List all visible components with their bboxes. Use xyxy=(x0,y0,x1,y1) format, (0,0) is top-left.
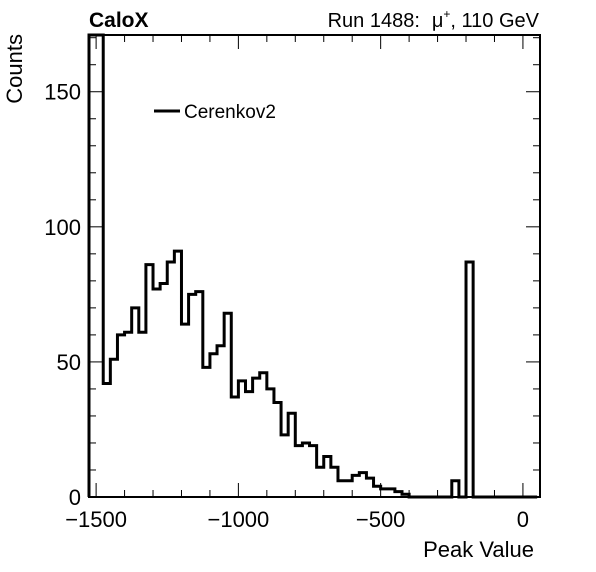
particle-charge: + xyxy=(443,7,450,21)
legend-label-cerenkov2: Cerenkov2 xyxy=(184,102,276,123)
plot-frame xyxy=(88,34,541,498)
x-tick-label: −1000 xyxy=(207,507,269,532)
histogram-series-cerenkov2 xyxy=(87,33,538,499)
y-tick-label: 0 xyxy=(69,485,81,510)
axis-tick-labels: −1500 −1000 −500 0 0 50 100 150 xyxy=(44,80,529,532)
x-tick-label: −500 xyxy=(356,507,406,532)
y-tick-label: 50 xyxy=(57,350,81,375)
beam-energy: , 110 GeV xyxy=(450,10,539,32)
y-axis-label: Counts xyxy=(2,34,27,104)
y-tick-label: 100 xyxy=(44,215,81,240)
x-axis-label: Peak Value xyxy=(423,537,534,562)
x-tick-label: 0 xyxy=(517,507,529,532)
run-info-label: Run 1488: μ+, 110 GeV xyxy=(328,7,540,32)
particle-symbol: μ xyxy=(432,10,444,32)
y-tick-label: 150 xyxy=(44,80,81,105)
experiment-label: CaloX xyxy=(89,9,149,32)
axis-ticks xyxy=(89,35,540,498)
run-number: Run 1488: xyxy=(328,10,420,32)
x-tick-label: −1500 xyxy=(65,507,127,532)
